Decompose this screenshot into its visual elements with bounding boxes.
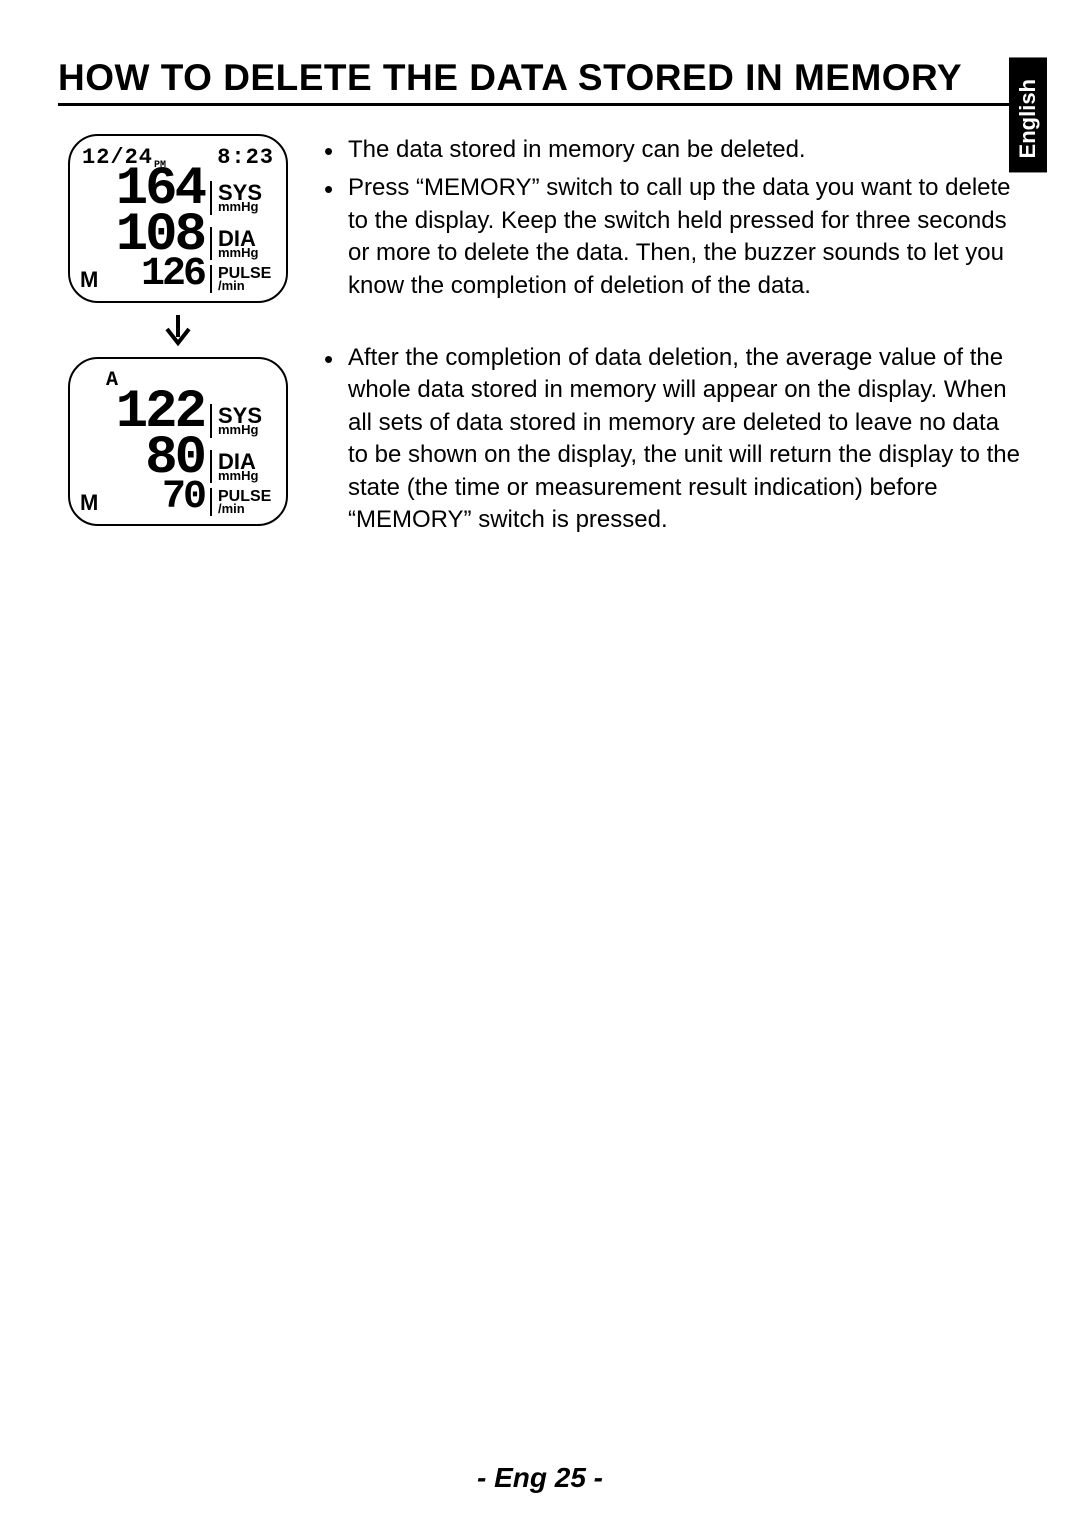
lcd-dia-unit: DIA mmHg <box>210 450 276 483</box>
lcd-sys-unit: SYS mmHg <box>210 181 276 214</box>
figure-column: 12/24PM 8:23 164 SYS mmHg 108 DIA mmHg <box>58 134 298 526</box>
bullet-item: The data stored in memory can be deleted… <box>322 134 1022 166</box>
lcd-m-label: M <box>80 267 98 293</box>
lcd-pm-label: PM <box>154 160 166 171</box>
lcd-dia-unit: DIA mmHg <box>210 227 276 260</box>
bullet-block-2: After the completion of data deletion, t… <box>322 342 1022 536</box>
sys-unit: mmHg <box>218 201 276 213</box>
bullet-block-1: The data stored in memory can be deleted… <box>322 134 1022 302</box>
bullet-item: Press “MEMORY” switch to call up the dat… <box>322 172 1022 302</box>
arrow-down-icon <box>58 313 298 347</box>
lcd-m-label: M <box>80 490 98 516</box>
page-title: HOW TO DELETE THE DATA STORED IN MEMORY <box>58 57 1022 106</box>
lcd-pulse-unit: PULSE /min <box>210 488 276 516</box>
text-column: The data stored in memory can be deleted… <box>322 134 1022 576</box>
lcd-pulse-value: 70 <box>84 480 204 516</box>
lcd-display-after: A 122 SYS mmHg 80 DIA mmHg 70 <box>68 357 288 526</box>
lcd-display-before: 12/24PM 8:23 164 SYS mmHg 108 DIA mmHg <box>68 134 288 303</box>
lcd-sys-unit: SYS mmHg <box>210 404 276 437</box>
lcd-a-label: A <box>106 369 118 392</box>
lcd-pulse-unit: PULSE /min <box>210 265 276 293</box>
lcd-pulse-value: 126 <box>84 257 204 293</box>
dia-unit: mmHg <box>218 247 276 259</box>
sys-unit: mmHg <box>218 424 276 436</box>
dia-unit: mmHg <box>218 470 276 482</box>
bullet-item: After the completion of data deletion, t… <box>322 342 1022 536</box>
lcd-time: 8:23 <box>217 145 274 170</box>
page-number: - Eng 25 - <box>0 1462 1080 1494</box>
content-columns: 12/24PM 8:23 164 SYS mmHg 108 DIA mmHg <box>58 134 1022 576</box>
page-content: HOW TO DELETE THE DATA STORED IN MEMORY … <box>58 57 1022 576</box>
